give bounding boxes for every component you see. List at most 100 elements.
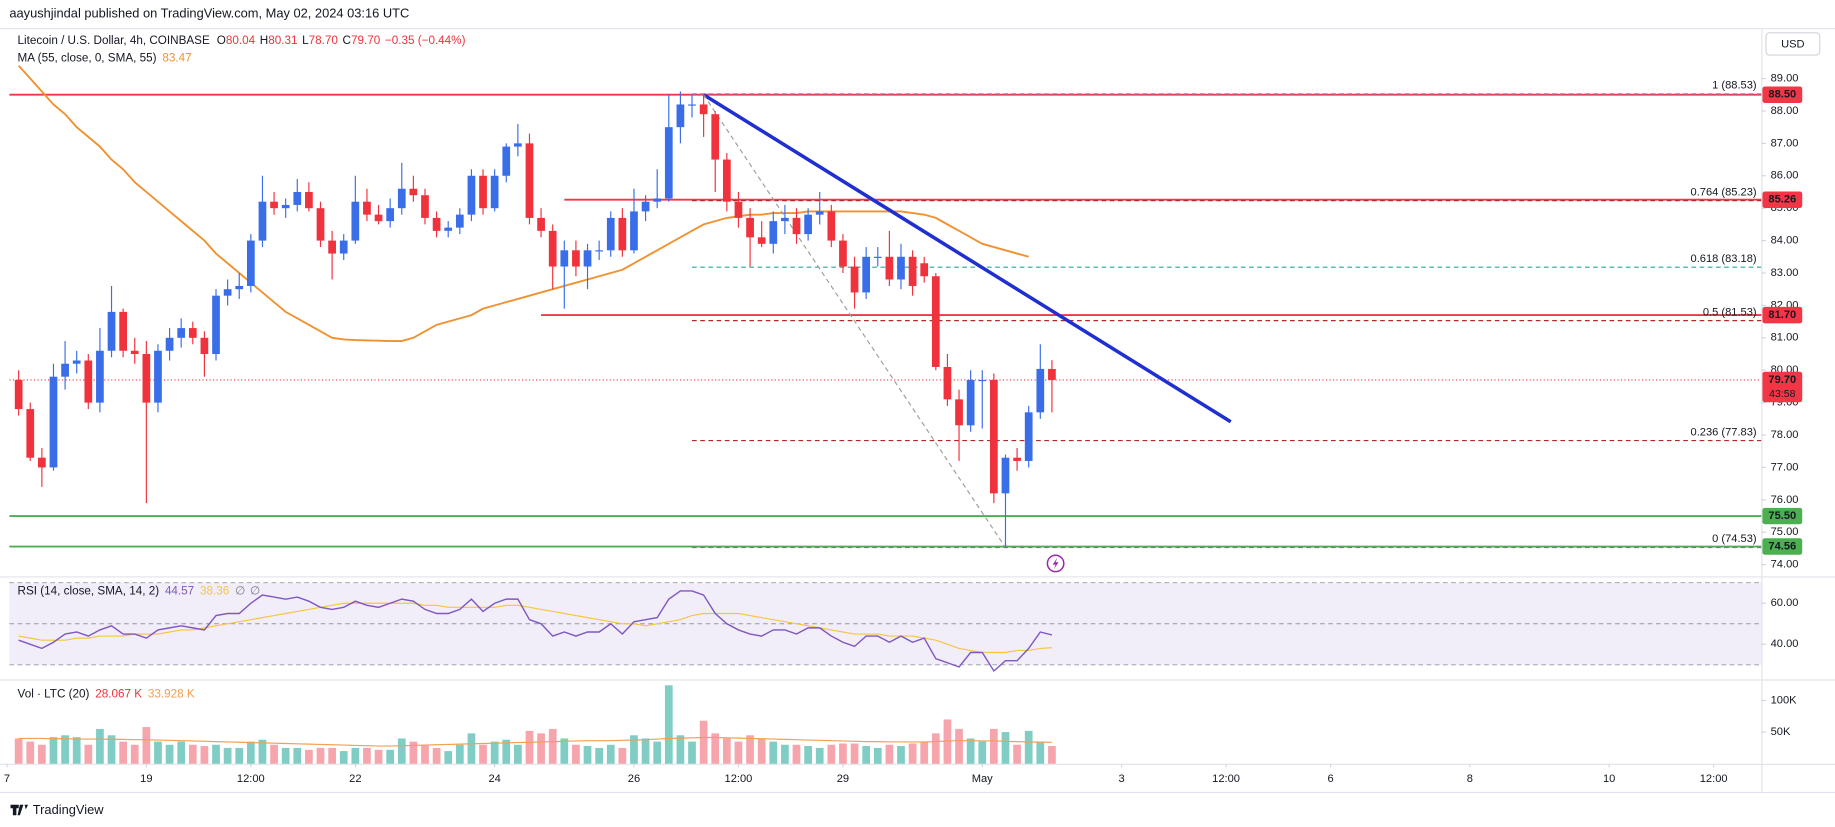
price-tag-box (1762, 306, 1803, 324)
volume-bar (1024, 730, 1033, 764)
candle-body (38, 457, 46, 468)
candle-body (270, 201, 278, 209)
candle-body (827, 211, 836, 241)
rsi-line (18, 590, 1053, 673)
price-tag-label: 88.50 (1768, 89, 1796, 101)
published-line: aayushjindal published on TradingView.co… (9, 5, 409, 20)
candle-body (14, 379, 23, 410)
y-tick-label: 60.00 (1771, 597, 1799, 609)
candle-body (258, 201, 267, 241)
candle-body (1036, 368, 1045, 413)
symbol-legend-item: H (260, 34, 268, 47)
symbol-legend: Litecoin / U.S. Dollar, 4h, COINBASE O80.… (18, 34, 466, 47)
volume-bar (664, 685, 673, 764)
candle-body (26, 409, 35, 458)
volume-bar (293, 747, 302, 764)
volume-bar (699, 720, 708, 764)
volume-bar (1013, 744, 1021, 764)
candle-body (119, 311, 127, 351)
volume-bar (409, 741, 418, 764)
x-tick-label: 10 (1603, 773, 1615, 785)
symbol-legend-item: 80.31 (268, 34, 297, 47)
candle-body (339, 240, 348, 254)
volume-bar (200, 746, 209, 764)
candle-body (734, 201, 743, 218)
y-tick-label: 88.00 (1771, 105, 1799, 117)
volume-bar (781, 744, 789, 764)
volume-bar (316, 747, 325, 764)
currency-button-box[interactable] (1765, 32, 1821, 56)
trend-line (703, 94, 1006, 548)
volume-bar (363, 747, 371, 764)
candle-body (96, 350, 104, 403)
volume-bar (212, 744, 220, 764)
volume-bar (490, 741, 499, 764)
currency-button-label[interactable]: USD (1781, 38, 1804, 50)
candle-body (107, 311, 116, 351)
y-tick-label: 87.00 (1771, 137, 1799, 149)
volume-bar (188, 744, 197, 764)
candle-body (467, 175, 476, 215)
candle-body (1001, 457, 1010, 494)
candle-body (235, 285, 244, 290)
volume-bar (96, 728, 104, 764)
candle-body (955, 399, 963, 426)
candle-body (618, 217, 627, 251)
volume-bar (72, 737, 81, 764)
rsi-legend-item: RSI (14, close, SMA, 14, 2) (18, 585, 160, 598)
currency-button[interactable]: USD (1765, 32, 1821, 56)
volume-bar (38, 744, 46, 764)
volume-bar (757, 738, 766, 764)
alert-icon (1046, 554, 1065, 573)
volume-bar (49, 737, 58, 764)
ma-legend-item: 83.47 (162, 52, 191, 65)
candle-body (421, 195, 429, 218)
candle-body (374, 214, 383, 222)
y-tick-label: 84.00 (1771, 235, 1799, 247)
candle-body (455, 214, 464, 228)
candle-body (990, 379, 998, 494)
volume-bar (235, 747, 244, 764)
candle-body (130, 350, 139, 355)
candle-body (606, 217, 615, 251)
symbol-legend-item: O (217, 34, 226, 47)
volume-bar (897, 746, 905, 764)
brand-logo (10, 804, 29, 816)
price-tag-box (1762, 86, 1803, 103)
y-tick-label: 89.00 (1771, 72, 1799, 84)
volume-bar (537, 733, 545, 764)
volume-legend-item: Vol · LTC (20) (18, 688, 90, 701)
volume-bar (514, 744, 522, 764)
candle-body (525, 143, 534, 218)
candle-body (641, 201, 650, 212)
volume-bar (397, 738, 406, 764)
volume-bar (246, 741, 255, 764)
candle-body (943, 366, 952, 400)
candle-body (409, 188, 418, 196)
candle-body (165, 337, 174, 351)
x-tick-label: 19 (140, 773, 152, 785)
candle-body (839, 240, 847, 267)
volume-ma (18, 736, 1052, 747)
volume-legend-item: 33.928 K (148, 688, 195, 701)
candle-body (188, 328, 197, 338)
candle-body (873, 256, 882, 258)
candle-body (154, 350, 162, 403)
y-tick-label: 75.00 (1771, 526, 1799, 538)
y-tick-label: 81.00 (1771, 332, 1799, 344)
candle-body (490, 175, 499, 209)
volume-bar (84, 744, 93, 764)
rsi-sma (18, 602, 1052, 654)
rsi-legend-item: ∅ (250, 585, 260, 598)
candle-body (1048, 368, 1056, 380)
volume-bar (688, 741, 696, 764)
price-tag-label: 74.56 (1768, 540, 1796, 552)
rsi-legend: RSI (14, close, SMA, 14, 2) 44.57 38.36 ∅ ∅ (18, 585, 261, 598)
candle-body (305, 191, 313, 209)
x-tick-label: 7 (4, 773, 10, 785)
x-tick-label: May (972, 773, 993, 785)
candle-body (769, 221, 778, 244)
volume-bar (572, 744, 580, 764)
